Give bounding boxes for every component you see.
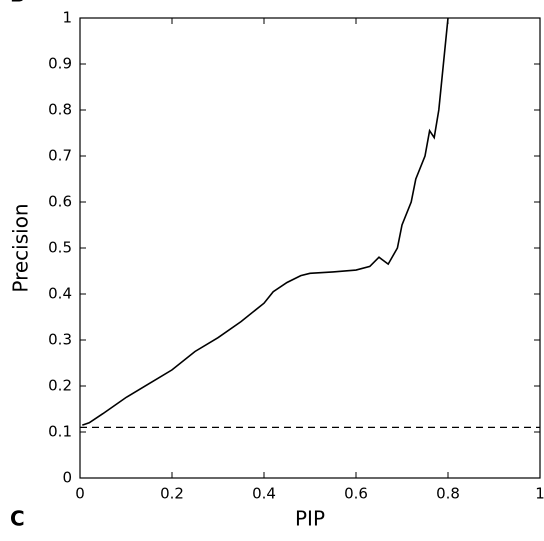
y-tick-label: 0.1 (48, 423, 72, 441)
data-line (82, 17, 449, 426)
panel-label: B (10, 0, 25, 7)
y-tick-label: 0.7 (48, 147, 72, 165)
y-tick-label: 0.3 (48, 331, 72, 349)
y-tick-label: 0.8 (48, 101, 72, 119)
x-tick-label: 0 (75, 485, 85, 503)
y-tick-label: 0 (62, 469, 72, 487)
x-tick-label: 0.6 (344, 485, 368, 503)
y-axis-label: Precision (9, 203, 33, 292)
x-tick-label: 0.2 (160, 485, 184, 503)
x-tick-label: 0.4 (252, 485, 276, 503)
y-tick-label: 0.9 (48, 55, 72, 73)
plot-frame (79, 17, 541, 479)
y-tick-label: 0.5 (48, 239, 72, 257)
y-tick-label: 1 (62, 9, 72, 27)
x-axis-label: PIP (295, 507, 325, 531)
x-tick-label: 0.8 (436, 485, 460, 503)
panel-label: C (10, 507, 25, 531)
y-tick-label: 0.6 (48, 193, 72, 211)
y-tick-label: 0.4 (48, 285, 72, 303)
x-tick-label: 1 (535, 485, 544, 503)
y-tick-label: 0.2 (48, 377, 72, 395)
